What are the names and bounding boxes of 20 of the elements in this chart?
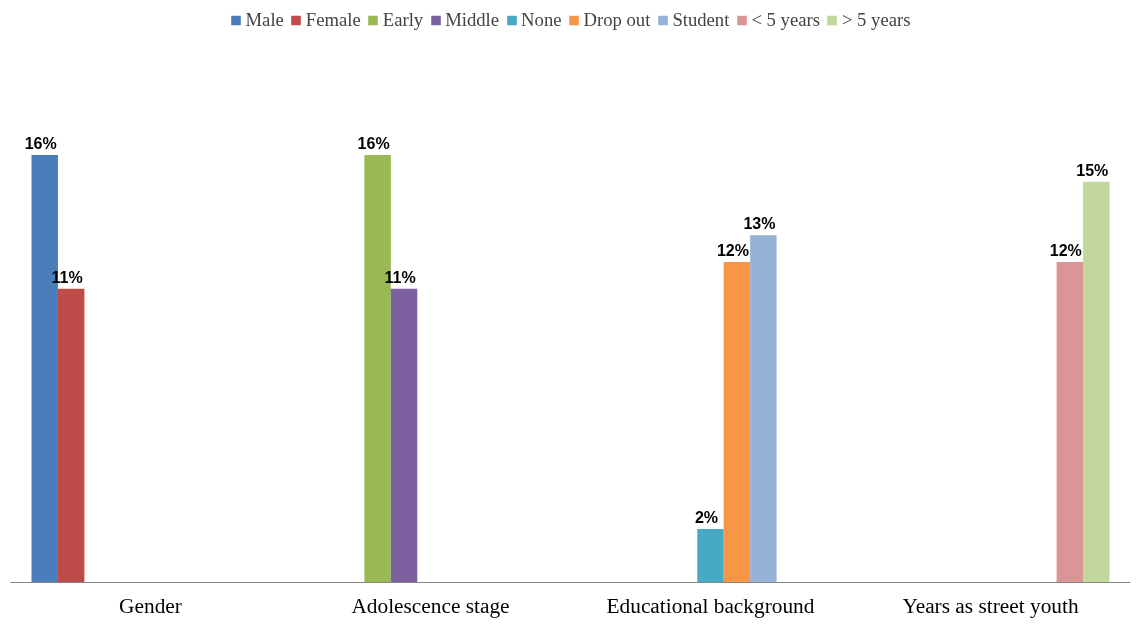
- legend-label: Male: [245, 9, 284, 31]
- legend-label: > 5 years: [841, 9, 911, 31]
- data-label: 12%: [716, 241, 749, 259]
- data-label: 16%: [357, 135, 390, 153]
- legend-label: Female: [305, 9, 361, 31]
- data-label: 12%: [1049, 241, 1082, 259]
- legend-label: Drop out: [583, 9, 651, 31]
- x-tick-label: Gender: [119, 593, 182, 618]
- data-label: 16%: [24, 135, 57, 153]
- data-label: 15%: [1076, 161, 1109, 179]
- legend-label: Early: [382, 9, 424, 31]
- legend-label: Student: [672, 9, 730, 31]
- data-label: 13%: [743, 215, 776, 233]
- x-tick-label: Years as street youth: [902, 593, 1079, 618]
- legend-label: Middle: [445, 9, 500, 31]
- legend-label: < 5 years: [751, 9, 820, 31]
- legend-label: None: [521, 9, 562, 31]
- x-tick-label: Adolescence stage: [351, 593, 510, 618]
- data-label: 2%: [694, 509, 719, 527]
- x-tick-label: Educational background: [606, 593, 815, 618]
